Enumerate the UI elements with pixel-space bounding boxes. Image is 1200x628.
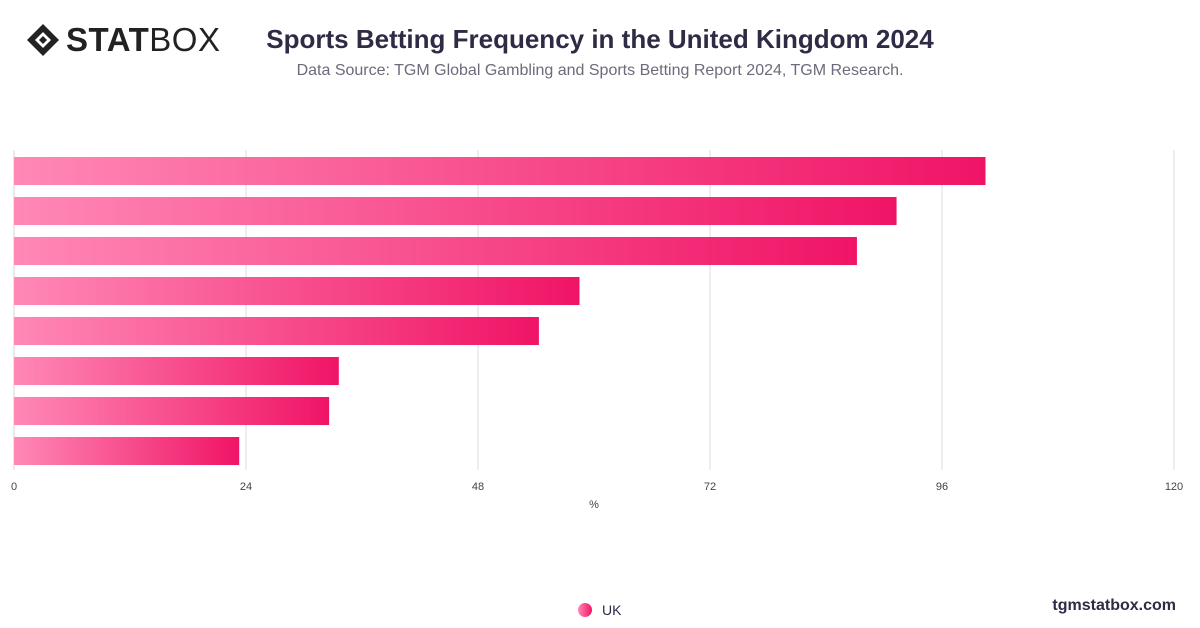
statbox-logo: STATBOX (26, 22, 220, 58)
bar-uk-4[interactable] (14, 277, 580, 305)
x-tick-label: 72 (704, 481, 716, 493)
x-tick-label: 96 (936, 481, 948, 493)
x-tick-label: 120 (1165, 481, 1183, 493)
site-url: tgmstatbox.com (1052, 597, 1176, 614)
bar-uk-5[interactable] (14, 317, 539, 345)
bar-uk-7[interactable] (14, 397, 330, 425)
chart-subtitle: Data Source: TGM Global Gambling and Spo… (296, 62, 904, 79)
logo-text: STATBOX (66, 22, 220, 58)
x-tick-label: 24 (240, 481, 252, 493)
bar-uk-6[interactable] (14, 357, 339, 385)
x-tick-label: 0 (11, 481, 17, 493)
logo-text-light: BOX (149, 21, 221, 58)
bar-uk-8[interactable] (14, 437, 240, 465)
bar-uk-3[interactable] (14, 237, 857, 265)
chart-title: Sports Betting Frequency in the United K… (266, 24, 934, 54)
x-axis-title: % (589, 499, 599, 511)
diamond-logo-icon (27, 24, 59, 56)
legend[interactable]: UK (578, 602, 621, 618)
x-tick-label: 48 (472, 481, 484, 493)
bar-uk-1[interactable] (14, 157, 986, 185)
logo-text-bold: STAT (66, 21, 150, 58)
bar-uk-2[interactable] (14, 197, 897, 225)
legend-label-uk: UK (602, 602, 622, 618)
legend-marker-uk (578, 603, 592, 617)
